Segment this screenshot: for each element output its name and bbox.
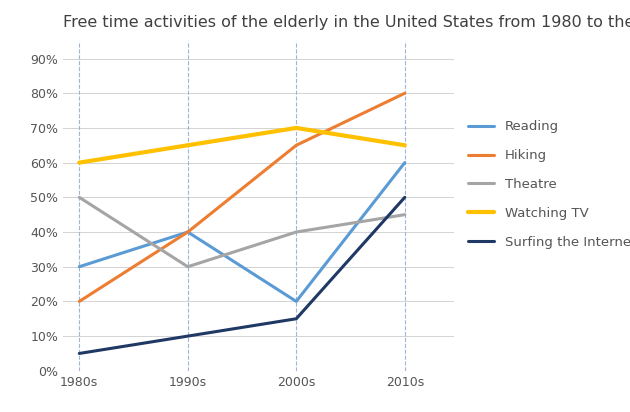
Line: Watching TV: Watching TV: [79, 128, 404, 163]
Theatre: [76, 195, 83, 200]
Line: Surfing the Internet: Surfing the Internet: [79, 197, 404, 353]
Surfing the Internet: [292, 316, 300, 321]
Reading: [184, 229, 192, 234]
Hiking: [401, 91, 408, 96]
Theatre: [401, 212, 408, 217]
Line: Theatre: Theatre: [79, 197, 404, 267]
Watching TV: [76, 160, 83, 165]
Hiking: [292, 143, 300, 148]
Line: Hiking: Hiking: [79, 93, 404, 302]
Text: Free time activities of the elderly in the United States from 1980 to the presen: Free time activities of the elderly in t…: [63, 15, 630, 30]
Legend: Reading, Hiking, Theatre, Watching TV, Surfing the Internet: Reading, Hiking, Theatre, Watching TV, S…: [468, 120, 630, 249]
Theatre: [292, 229, 300, 234]
Reading: [401, 160, 408, 165]
Watching TV: [401, 143, 408, 148]
Hiking: [76, 299, 83, 304]
Hiking: [184, 229, 192, 234]
Watching TV: [184, 143, 192, 148]
Surfing the Internet: [184, 334, 192, 339]
Surfing the Internet: [76, 351, 83, 356]
Reading: [76, 264, 83, 269]
Watching TV: [292, 126, 300, 131]
Reading: [292, 299, 300, 304]
Theatre: [184, 264, 192, 269]
Surfing the Internet: [401, 195, 408, 200]
Line: Reading: Reading: [79, 163, 404, 302]
